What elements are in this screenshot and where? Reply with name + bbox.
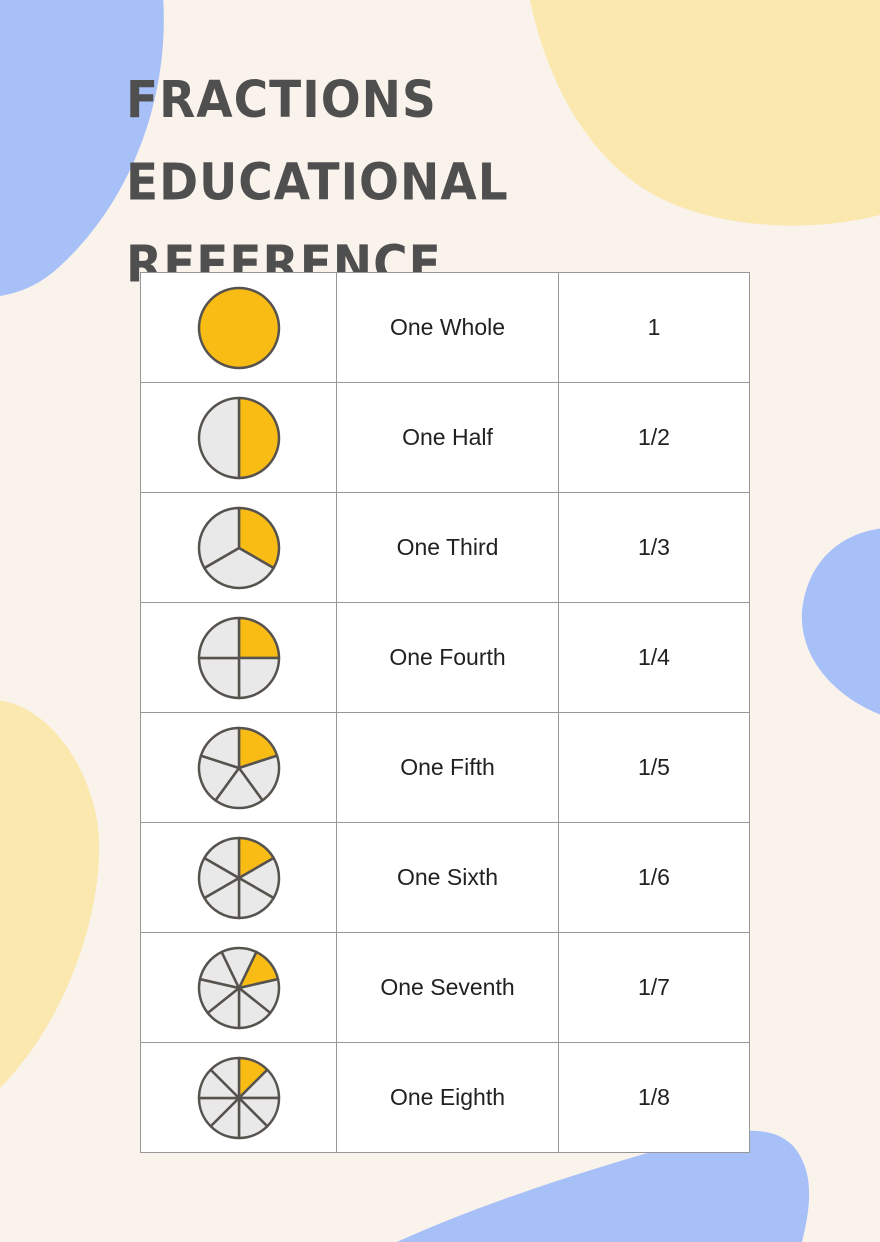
table-row: One Half 1/2: [140, 382, 750, 493]
pie-cell: [140, 1042, 337, 1153]
page-title: FRACTIONS EDUCATIONAL REFERENCE: [126, 60, 806, 306]
fraction-pie-icon: [197, 946, 280, 1029]
pie-cell: [140, 712, 337, 823]
pie-cell: [140, 492, 337, 603]
fraction-name: One Seventh: [336, 932, 559, 1043]
pie-cell: [140, 932, 337, 1043]
fraction-pie-icon: [197, 506, 280, 589]
fraction-pie-icon: [197, 616, 280, 699]
fraction-name: One Third: [336, 492, 559, 603]
fraction-pie-icon: [197, 1056, 280, 1139]
fraction-value: 1: [558, 272, 750, 383]
table-row: One Eighth 1/8: [140, 1042, 750, 1153]
table-row: One Seventh 1/7: [140, 932, 750, 1043]
blob-right-middle-blue: [801, 528, 880, 715]
table-row: One Fifth 1/5: [140, 712, 750, 823]
fraction-name: One Half: [336, 382, 559, 493]
pie-cell: [140, 382, 337, 493]
table-row: One Third 1/3: [140, 492, 750, 603]
pie-cell: [140, 272, 337, 383]
fraction-pie-icon: [197, 726, 280, 809]
fraction-pie-icon: [197, 836, 280, 919]
fraction-value: 1/3: [558, 492, 750, 603]
table-row: One Sixth 1/6: [140, 822, 750, 933]
fractions-table: One Whole 1 One Half 1/2 One Third 1/3 One Fou…: [140, 272, 750, 1153]
fraction-name: One Fourth: [336, 602, 559, 713]
fraction-pie-icon: [197, 396, 280, 479]
fraction-value: 1/6: [558, 822, 750, 933]
blob-left-middle-yellow: [0, 700, 100, 1088]
blob-bottom-blue: [396, 1130, 810, 1242]
pie-cell: [140, 602, 337, 713]
fraction-value: 1/8: [558, 1042, 750, 1153]
fraction-value: 1/4: [558, 602, 750, 713]
fraction-value: 1/7: [558, 932, 750, 1043]
fractions-table-body: One Whole 1 One Half 1/2 One Third 1/3 One Fou…: [140, 272, 750, 1153]
blob-top-left-blue: [0, 0, 164, 296]
table-row: One Whole 1: [140, 272, 750, 383]
fraction-value: 1/2: [558, 382, 750, 493]
table-row: One Fourth 1/4: [140, 602, 750, 713]
fraction-name: One Fifth: [336, 712, 559, 823]
fraction-value: 1/5: [558, 712, 750, 823]
page-title-line1: FRACTIONS EDUCATIONAL: [126, 70, 509, 213]
fraction-name: One Eighth: [336, 1042, 559, 1153]
fraction-pie-icon: [197, 286, 280, 369]
fraction-name: One Sixth: [336, 822, 559, 933]
fraction-name: One Whole: [336, 272, 559, 383]
blob-top-right-yellow: [530, 0, 880, 226]
pie-cell: [140, 822, 337, 933]
